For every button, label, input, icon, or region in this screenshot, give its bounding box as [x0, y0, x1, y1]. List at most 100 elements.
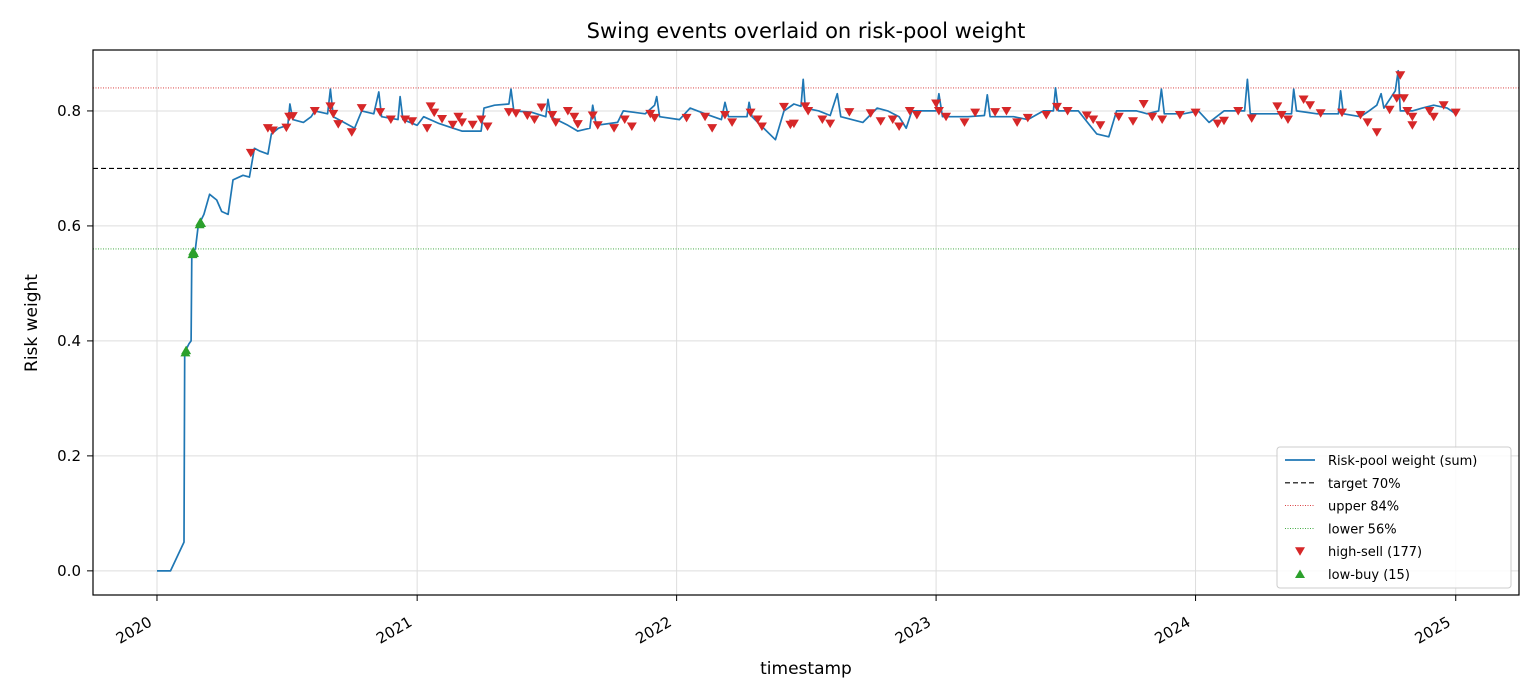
high-sell-marker [1041, 110, 1052, 120]
high-sell-markers [245, 71, 1461, 158]
high-sell-marker [803, 106, 814, 116]
high-sell-marker [592, 121, 603, 130]
x-tick-label: 2021 [373, 613, 415, 648]
high-sell-marker [267, 126, 278, 135]
high-sell-marker [825, 119, 836, 129]
high-sell-marker [309, 106, 320, 116]
high-sell-marker [844, 108, 855, 117]
high-sell-marker [1012, 118, 1023, 127]
high-sell-marker [875, 117, 886, 126]
high-sell-marker [1218, 116, 1229, 126]
low-buy-marker [181, 345, 192, 355]
plot-frame [92, 49, 1520, 596]
high-sell-marker [422, 124, 433, 133]
high-sell-marker [476, 115, 487, 125]
high-sell-marker [245, 148, 256, 158]
high-sell-marker [1384, 105, 1395, 115]
high-sell-marker [1190, 108, 1201, 118]
legend-box [1276, 446, 1512, 589]
high-sell-marker [1424, 106, 1435, 116]
high-sell-marker [425, 102, 436, 111]
high-sell-marker [817, 115, 828, 125]
high-sell-marker [788, 119, 799, 129]
y-tick-label: 0.0 [57, 562, 81, 580]
high-sell-marker [346, 128, 357, 137]
high-sell-marker [1147, 112, 1158, 122]
high-sell-marker [745, 108, 756, 118]
high-sell-marker [1438, 101, 1449, 110]
x-axis: 2020 2021 2022 2023 2024 2025 [113, 595, 1457, 648]
high-sell-marker [933, 106, 944, 116]
y-tick-label: 0.8 [57, 102, 81, 120]
high-sell-marker [959, 118, 970, 127]
high-sell-marker [681, 113, 692, 123]
high-sell-marker [1001, 106, 1012, 116]
reference-lines [93, 87, 1519, 250]
high-sell-marker [569, 112, 580, 122]
high-sell-marker [429, 108, 440, 118]
high-sell-marker [1428, 112, 1439, 122]
high-sell-marker [970, 108, 981, 118]
high-sell-marker [649, 113, 660, 123]
high-sell-marker [400, 115, 411, 125]
high-sell-marker [572, 120, 583, 129]
high-sell-marker [453, 112, 464, 122]
high-sell-marker [375, 108, 386, 117]
x-tick-label: 2022 [633, 613, 675, 648]
x-tick-label: 2023 [892, 613, 934, 648]
high-sell-marker [1138, 100, 1149, 109]
high-sell-marker [1081, 111, 1092, 121]
high-sell-marker [752, 115, 763, 125]
high-sell-marker [1095, 121, 1106, 130]
high-sell-marker [1355, 110, 1366, 120]
high-sell-marker [719, 110, 730, 120]
high-sell-marker [407, 117, 418, 126]
high-sell-marker [1174, 110, 1185, 120]
low-buy-marker [188, 248, 199, 257]
high-sell-marker [1407, 121, 1418, 130]
high-sell-marker [700, 112, 711, 122]
high-sell-marker [333, 120, 344, 129]
high-sell-marker [467, 120, 478, 130]
high-sell-marker [707, 124, 718, 133]
high-sell-marker [756, 122, 767, 131]
legend-label: lower 56% [1328, 522, 1397, 537]
high-sell-marker [562, 106, 573, 116]
high-sell-marker [522, 111, 533, 121]
high-sell-marker [1407, 112, 1418, 122]
high-sell-marker [1233, 106, 1244, 116]
high-sell-marker [727, 118, 738, 127]
high-sell-marker [1282, 115, 1293, 125]
y-tick-label: 0.4 [57, 332, 81, 350]
high-sell-marker [1088, 115, 1099, 125]
high-sell-marker [1272, 102, 1283, 111]
high-sell-marker [482, 122, 493, 131]
legend-label: upper 84% [1328, 500, 1399, 515]
x-axis-label: timestamp [760, 659, 852, 679]
high-sell-marker [550, 118, 561, 127]
risk-pool-weight-line [157, 69, 1457, 572]
high-sell-marker [536, 103, 547, 112]
high-sell-marker [287, 112, 298, 121]
high-sell-marker [1362, 118, 1373, 127]
x-tick-label: 2025 [1412, 613, 1454, 648]
high-sell-marker [587, 111, 598, 121]
legend-swatch [1295, 569, 1305, 578]
high-sell-marker [800, 102, 811, 111]
high-sell-marker [911, 110, 922, 120]
legend-label: target 70% [1328, 477, 1401, 492]
low-buy-markers [180, 217, 207, 357]
high-sell-marker [529, 115, 540, 125]
high-sell-marker [385, 115, 396, 125]
x-tick-label: 2024 [1151, 613, 1193, 648]
legend-label: low-buy (15) [1328, 568, 1410, 583]
y-tick-label: 0.2 [57, 447, 81, 465]
high-sell-marker [609, 124, 620, 133]
high-sell-marker [931, 99, 942, 108]
high-sell-marker [1391, 94, 1402, 103]
high-sell-marker [778, 102, 789, 112]
high-sell-marker [437, 114, 448, 124]
high-sell-marker [1276, 110, 1287, 120]
high-sell-marker [990, 108, 1001, 117]
